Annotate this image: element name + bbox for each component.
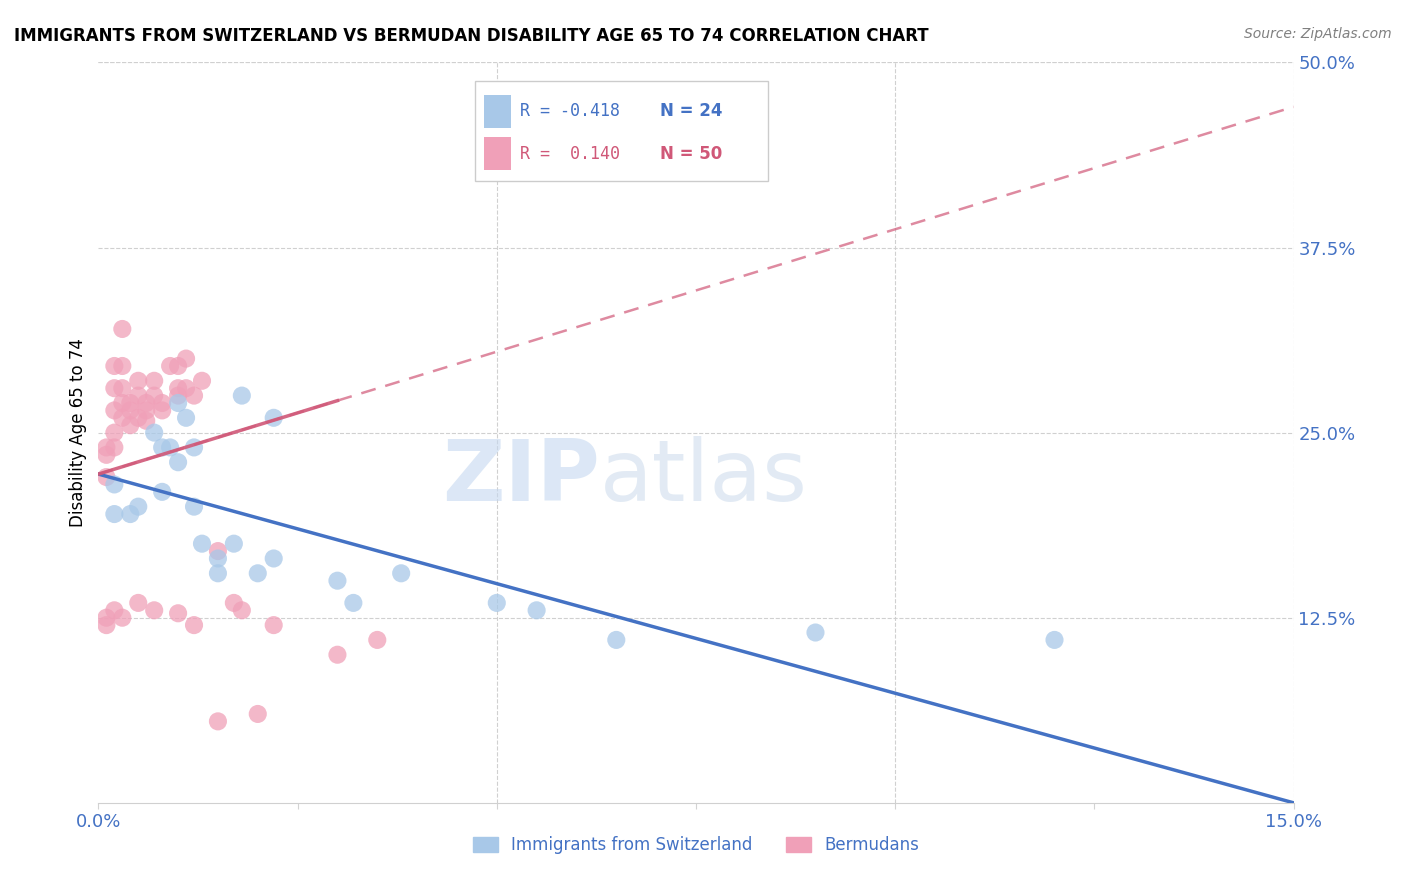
Point <box>366 632 388 647</box>
Point <box>103 425 125 440</box>
Text: ZIP: ZIP <box>443 435 600 518</box>
Point <box>207 566 229 581</box>
Text: R =  0.140: R = 0.140 <box>520 145 620 162</box>
FancyBboxPatch shape <box>485 137 510 169</box>
Point <box>246 566 269 581</box>
Point <box>127 388 149 402</box>
Point <box>103 477 125 491</box>
Point <box>326 648 349 662</box>
Point <box>263 551 285 566</box>
Point <box>246 706 269 721</box>
Point <box>174 410 197 425</box>
Point <box>150 484 173 499</box>
Point <box>183 618 205 632</box>
Point <box>222 596 245 610</box>
Point <box>127 374 149 388</box>
Point <box>111 381 134 395</box>
Point <box>183 388 205 402</box>
Text: atlas: atlas <box>600 435 808 518</box>
Point <box>103 403 125 417</box>
Point <box>167 388 190 402</box>
Point <box>191 374 214 388</box>
Point <box>1043 632 1066 647</box>
Point <box>96 448 118 462</box>
Legend: Immigrants from Switzerland, Bermudans: Immigrants from Switzerland, Bermudans <box>467 830 925 861</box>
Y-axis label: Disability Age 65 to 74: Disability Age 65 to 74 <box>69 338 87 527</box>
Point <box>143 374 166 388</box>
Point <box>263 618 285 632</box>
Point <box>485 596 508 610</box>
Point <box>120 507 142 521</box>
Point <box>103 507 125 521</box>
Point <box>103 359 125 373</box>
Point <box>150 396 173 410</box>
Text: N = 50: N = 50 <box>661 145 723 162</box>
Point <box>150 403 173 417</box>
Point <box>135 396 157 410</box>
Point <box>526 603 548 617</box>
Point <box>167 607 190 621</box>
Point <box>167 381 190 395</box>
Point <box>167 396 190 410</box>
Point <box>103 441 125 455</box>
Point <box>183 500 205 514</box>
Text: Source: ZipAtlas.com: Source: ZipAtlas.com <box>1244 27 1392 41</box>
Point <box>150 441 173 455</box>
Point <box>231 603 253 617</box>
Point <box>326 574 349 588</box>
Text: N = 24: N = 24 <box>661 103 723 120</box>
Point <box>605 632 627 647</box>
Point <box>127 596 149 610</box>
Point <box>96 618 118 632</box>
Point <box>120 396 142 410</box>
Point <box>389 566 412 581</box>
Text: R = -0.418: R = -0.418 <box>520 103 620 120</box>
FancyBboxPatch shape <box>475 81 768 181</box>
FancyBboxPatch shape <box>485 95 510 128</box>
Point <box>159 441 181 455</box>
Point <box>127 410 149 425</box>
Point <box>222 536 245 550</box>
Point <box>103 381 125 395</box>
Point <box>167 455 190 469</box>
Point <box>96 470 118 484</box>
Point <box>120 403 142 417</box>
Point <box>207 714 229 729</box>
Point <box>174 381 197 395</box>
Point <box>207 544 229 558</box>
Point <box>135 414 157 428</box>
Point <box>342 596 364 610</box>
Point <box>263 410 285 425</box>
Point <box>174 351 197 366</box>
Point <box>143 603 166 617</box>
Point <box>231 388 253 402</box>
Point <box>120 418 142 433</box>
Point <box>111 359 134 373</box>
Text: IMMIGRANTS FROM SWITZERLAND VS BERMUDAN DISABILITY AGE 65 TO 74 CORRELATION CHAR: IMMIGRANTS FROM SWITZERLAND VS BERMUDAN … <box>14 27 929 45</box>
Point <box>96 441 118 455</box>
Point <box>111 610 134 624</box>
Point <box>127 500 149 514</box>
Point <box>96 610 118 624</box>
Point <box>143 388 166 402</box>
Point <box>143 425 166 440</box>
Point <box>191 536 214 550</box>
Point <box>183 441 205 455</box>
Point <box>159 359 181 373</box>
Point <box>207 551 229 566</box>
Point <box>167 359 190 373</box>
Point <box>135 403 157 417</box>
Point <box>804 625 827 640</box>
Point <box>111 410 134 425</box>
Point <box>111 396 134 410</box>
Point <box>103 603 125 617</box>
Point <box>111 322 134 336</box>
